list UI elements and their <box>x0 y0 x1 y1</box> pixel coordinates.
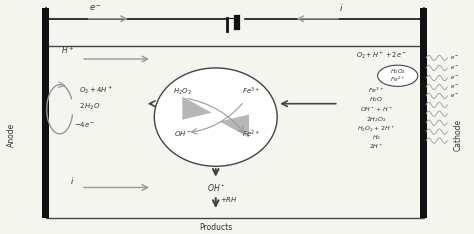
Bar <box>420 8 428 218</box>
Bar <box>42 8 49 218</box>
Text: $Fe^{2+}$: $Fe^{2+}$ <box>242 128 260 139</box>
Text: $H_2$: $H_2$ <box>372 133 381 142</box>
Polygon shape <box>182 97 211 119</box>
Text: $2\,H_2O$: $2\,H_2O$ <box>79 102 100 112</box>
Bar <box>46 46 424 218</box>
Text: $e^-$: $e^-$ <box>89 4 102 13</box>
Text: $Fe^{3+}$: $Fe^{3+}$ <box>242 86 260 97</box>
Text: Cathode: Cathode <box>454 119 463 151</box>
Text: $e^-$: $e^-$ <box>450 54 459 62</box>
Text: Anode: Anode <box>7 123 16 147</box>
Ellipse shape <box>155 68 277 166</box>
Text: $i$: $i$ <box>70 175 74 186</box>
Text: $Fe^{2+}$: $Fe^{2+}$ <box>390 75 406 84</box>
Text: $e^-$: $e^-$ <box>450 92 459 100</box>
Text: $2H^+$: $2H^+$ <box>369 142 384 151</box>
Text: $-4e^-$: $-4e^-$ <box>74 121 95 129</box>
Text: $OH^\bullet$: $OH^\bullet$ <box>207 182 225 193</box>
Text: Products: Products <box>199 223 232 232</box>
Text: $H_2O_2+2H^+$: $H_2O_2+2H^+$ <box>357 124 396 134</box>
Text: $OH^\bullet+H^+$: $OH^\bullet+H^+$ <box>360 105 393 114</box>
Text: $H_2O_2$: $H_2O_2$ <box>173 86 192 96</box>
Text: $OH^-$: $OH^-$ <box>174 129 191 138</box>
Text: $e^-$: $e^-$ <box>450 83 459 91</box>
Text: $+RH$: $+RH$ <box>220 195 238 204</box>
Text: $e^-$: $e^-$ <box>450 64 459 72</box>
Text: $e^-$: $e^-$ <box>450 74 459 82</box>
Text: $H_2O_2$: $H_2O_2$ <box>390 67 406 76</box>
Text: $O_2+4H^+$: $O_2+4H^+$ <box>79 84 113 96</box>
Text: $H_2O$: $H_2O$ <box>369 95 383 104</box>
Text: $O_2+H^++2e^-$: $O_2+H^++2e^-$ <box>356 50 407 61</box>
Polygon shape <box>220 115 249 137</box>
Text: $i$: $i$ <box>339 2 343 13</box>
Ellipse shape <box>378 65 418 86</box>
Text: $Fe^{3+}$: $Fe^{3+}$ <box>368 86 385 95</box>
Text: $2H_2O_2$: $2H_2O_2$ <box>366 115 387 124</box>
Text: $H^+$: $H^+$ <box>61 44 74 56</box>
